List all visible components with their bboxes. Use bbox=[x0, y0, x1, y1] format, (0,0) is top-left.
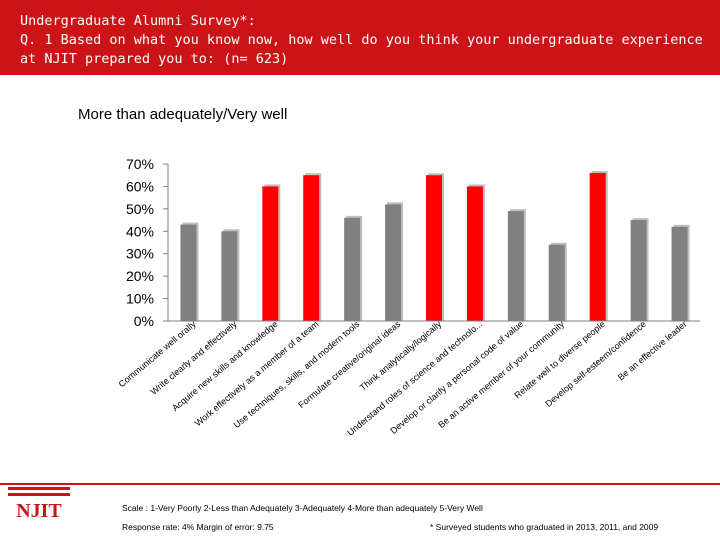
bar bbox=[507, 211, 524, 321]
bar-chart: 70% 60% 50% 40% 30% 20% 10% 0% Communicate well… bbox=[117, 156, 700, 438]
footer-divider bbox=[0, 483, 720, 485]
y-tick-label: 10% bbox=[126, 291, 154, 307]
njit-logo: NJIT bbox=[8, 487, 70, 521]
y-tick-label: 40% bbox=[126, 223, 154, 239]
y-tick-label: 30% bbox=[126, 246, 154, 262]
bar bbox=[466, 186, 483, 321]
bar bbox=[221, 231, 238, 321]
y-tick-label: 20% bbox=[126, 268, 154, 284]
scale-note: Scale : 1-Very Poorly 2-Less than Adequa… bbox=[122, 503, 483, 513]
response-rate-note: Response rate: 4% Margin of error: 9.75 bbox=[122, 522, 274, 532]
bar bbox=[262, 186, 279, 321]
bars bbox=[180, 170, 690, 321]
x-tick-label: Think analytically/logically bbox=[358, 319, 444, 393]
bar bbox=[630, 220, 647, 321]
bar bbox=[548, 244, 565, 321]
y-tick-label: 50% bbox=[126, 201, 154, 217]
logo-text: NJIT bbox=[16, 500, 62, 521]
bar bbox=[303, 175, 320, 321]
chart-title: More than adequately/Very well bbox=[78, 106, 288, 123]
bar bbox=[671, 226, 688, 321]
y-tick-label: 60% bbox=[126, 178, 154, 194]
header-bar: Undergraduate Alumni Survey*: Q. 1 Based… bbox=[0, 0, 720, 75]
x-tick-label: Be an effective leader bbox=[616, 319, 689, 383]
y-tick-label: 0% bbox=[134, 313, 154, 329]
bar bbox=[385, 204, 402, 321]
page-title: Undergraduate Alumni Survey*: Q. 1 Based… bbox=[20, 13, 703, 67]
y-tick-label: 70% bbox=[126, 156, 154, 172]
surveyed-students-note: * Surveyed students who graduated in 201… bbox=[430, 522, 659, 532]
bar bbox=[589, 172, 606, 321]
bar bbox=[180, 224, 197, 321]
x-tick-label: Communicate well orally bbox=[117, 319, 199, 390]
y-axis-ticks: 70% 60% 50% 40% 30% 20% 10% 0% bbox=[126, 156, 169, 329]
bar bbox=[344, 217, 361, 321]
bar bbox=[426, 175, 442, 321]
